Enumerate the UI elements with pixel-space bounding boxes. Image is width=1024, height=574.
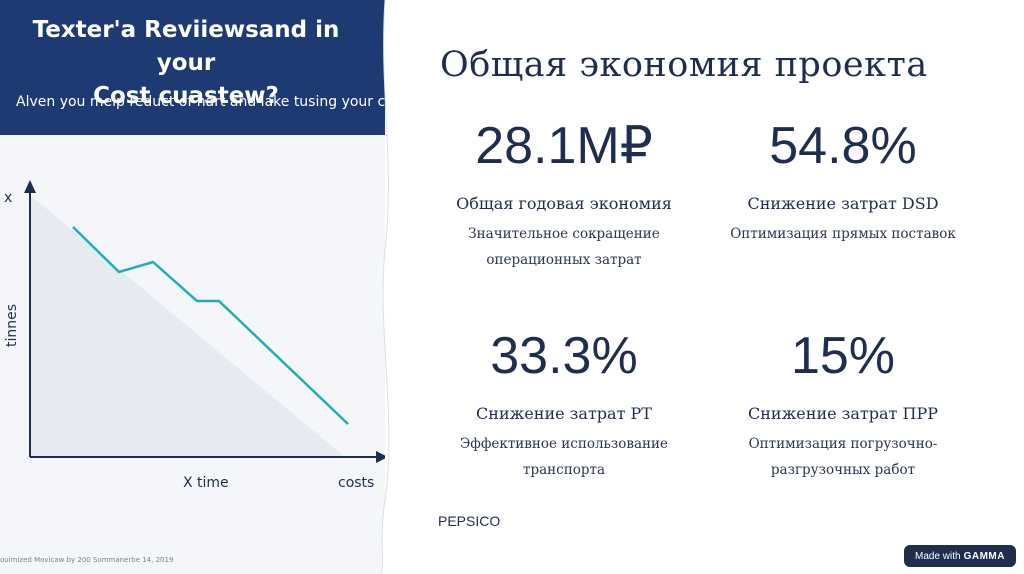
badge-prefix: Made with xyxy=(915,550,961,562)
chart-x-axis-arrow xyxy=(376,451,385,463)
page-title: Общая экономия проекта xyxy=(440,45,928,85)
stat-annual-savings: 28.1M₽ Общая годовая экономия Значительн… xyxy=(424,116,704,273)
stat-description-line: Оптимизация погрузочно- xyxy=(748,436,938,452)
stat-description: Оптимизация прямых поставок xyxy=(703,221,983,247)
torn-edge-divider xyxy=(380,0,415,574)
stat-rt-reduction: 33.3% Снижение затрат РТ Эффективное исп… xyxy=(424,326,704,483)
chart-shaded-area xyxy=(30,195,345,457)
stat-value: 28.1M₽ xyxy=(475,117,653,175)
stat-label: Снижение затрат DSD xyxy=(747,194,939,213)
chart-y-axis-arrow xyxy=(24,180,36,193)
banner-subtitle: Alven you melp reduct of nart and lake t… xyxy=(16,94,385,110)
stat-label: Снижение затрат ПРР xyxy=(748,404,938,423)
chart-trend-line xyxy=(72,226,349,425)
stat-description: Оптимизация погрузочно- разгрузочных раб… xyxy=(703,431,983,483)
chart-x-axis-label: X time xyxy=(183,475,229,491)
chart-y-top-label: x xyxy=(4,190,12,206)
stat-description-line: разгрузочных работ xyxy=(770,462,916,478)
left-illustration: Texter'a Reviiewsand in your Cost cuaste… xyxy=(0,0,385,574)
gamma-logo-text: GAMMA xyxy=(963,550,1005,562)
made-with-gamma-badge[interactable]: Made with GAMMA xyxy=(904,545,1016,567)
stat-value: 15% xyxy=(790,327,896,385)
stat-prr-reduction: 15% Снижение затрат ПРР Оптимизация погр… xyxy=(703,326,983,483)
banner-title-line1: Texter'a Reviiewsand in your xyxy=(32,17,340,76)
banner-title: Texter'a Reviiewsand in your Cost cuaste… xyxy=(0,14,372,113)
stat-label: Снижение затрат РТ xyxy=(476,404,652,423)
stat-description: Значительное сокращение операционных зат… xyxy=(424,221,704,273)
stat-description-line: Значительное сокращение xyxy=(468,226,660,242)
stat-description-line: Эффективное использование xyxy=(459,436,669,452)
brand-label: PEPSICO xyxy=(438,513,501,529)
stat-description-line: операционных затрат xyxy=(486,252,642,268)
stat-value: 33.3% xyxy=(490,327,638,385)
stat-description: Эффективное использование транспорта xyxy=(424,431,704,483)
illustration-chart: x tinnes X time costs xyxy=(4,180,385,491)
stat-dsd-reduction: 54.8% Снижение затрат DSD Оптимизация пр… xyxy=(703,116,983,247)
stat-description-line: Оптимизация прямых поставок xyxy=(730,226,956,242)
illustration-footnote: ouimized Movicaw by 200 Sommanerbe 14, 2… xyxy=(0,556,174,564)
banner-title-line2: Cost cuastew? xyxy=(93,83,279,109)
chart-y-axis-label: tinnes xyxy=(4,304,20,347)
stat-label: Общая годовая экономия xyxy=(456,194,672,213)
illustration-banner: Texter'a Reviiewsand in your Cost cuaste… xyxy=(0,0,385,135)
stat-description-line: транспорта xyxy=(522,462,605,478)
chart-x-end-label: costs xyxy=(338,475,374,491)
stat-value: 54.8% xyxy=(769,117,917,175)
